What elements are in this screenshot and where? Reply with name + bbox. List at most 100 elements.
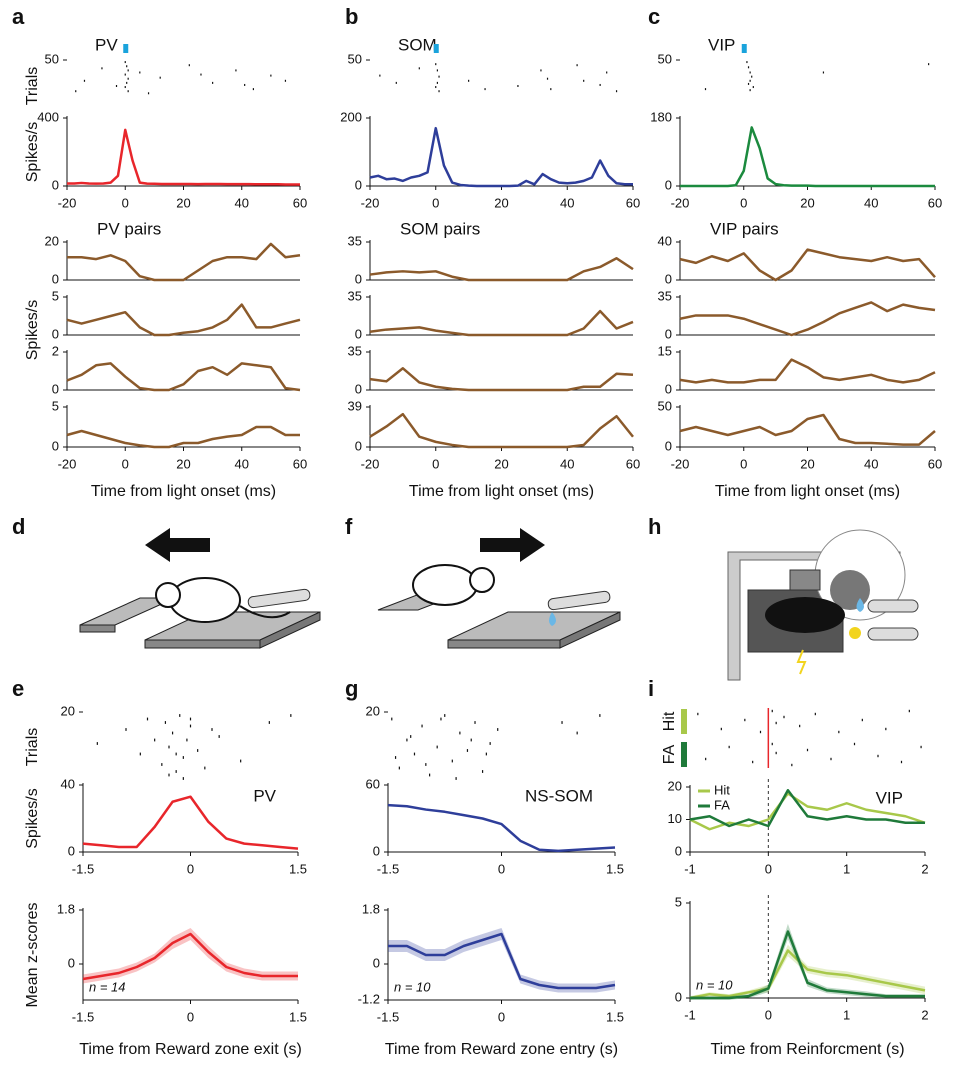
chart-title: VIP [876, 788, 903, 807]
line [67, 242, 301, 282]
x-tick-label: 60 [626, 195, 640, 210]
y-tick-label: 50 [348, 51, 362, 66]
y-tick-label: 20 [61, 703, 75, 718]
line [66, 303, 301, 337]
x-tick-label: 0 [740, 195, 747, 210]
panel-label: h [648, 514, 661, 539]
x-tick-label: 20 [800, 456, 814, 471]
line [369, 367, 634, 392]
chart-title: SOM pairs [400, 219, 480, 238]
chart: 0 35 SOM pairs [348, 219, 634, 286]
line [690, 930, 925, 1000]
x-tick-label: 1 [843, 861, 850, 876]
x-tick-label: 60 [626, 456, 640, 471]
y-axis-label: Spikes/s [24, 122, 41, 182]
error-band [83, 928, 298, 984]
chart: 20 Trials [24, 703, 292, 780]
chart: 0 35 [348, 343, 634, 396]
row-bar [681, 742, 687, 767]
y-tick-label: 35 [348, 288, 362, 303]
x-tick-label: -1.5 [72, 861, 94, 876]
x-tick-label: 20 [494, 195, 508, 210]
panel-label: i [648, 676, 654, 701]
chart: 0 400 -20 0 20 40 60 Spikes/s [24, 109, 307, 210]
y-tick-label: 0 [665, 271, 672, 286]
x-tick-label: 0 [432, 195, 439, 210]
y-tick-label: 0 [665, 177, 672, 192]
line [66, 362, 301, 392]
chart: 0 35 [658, 288, 936, 341]
x-tick-label: 1.5 [606, 861, 624, 876]
y-tick-label: 50 [658, 51, 672, 66]
y-tick-label: 0 [52, 438, 59, 453]
y-tick-label: 20 [366, 703, 380, 718]
panel-label: f [345, 514, 353, 539]
illustration-f [377, 528, 621, 649]
x-tick-label: 0 [432, 456, 439, 471]
line [388, 932, 616, 990]
line [369, 309, 634, 337]
line [387, 803, 616, 853]
line [369, 126, 633, 188]
x-tick-label: 0 [122, 456, 129, 471]
x-tick-label: 0 [187, 861, 194, 876]
chart: 0 15 [658, 343, 936, 396]
chart: 0 5 -20 0 20 40 60 Time from light onset (ms) [52, 398, 307, 500]
annotation: n = 10 [394, 979, 431, 994]
y-tick-label: 180 [650, 109, 672, 124]
line [369, 412, 634, 449]
x-tick-label: 40 [864, 456, 878, 471]
x-tick-label: -20 [58, 456, 77, 471]
x-tick-label: 0 [765, 861, 772, 876]
light-pulse [123, 44, 129, 53]
chart-title: PV pairs [97, 219, 161, 238]
chart-title: PV [95, 35, 118, 54]
x-tick-label: 0 [187, 1009, 194, 1024]
x-axis-label: Time from light onset (ms) [91, 483, 276, 500]
row-label: Hit [661, 711, 678, 731]
y-axis-label: Spikes/s [24, 300, 41, 360]
y-tick-label: 0 [68, 955, 75, 970]
x-tick-label: 0 [498, 861, 505, 876]
line [82, 932, 298, 981]
x-tick-label: 40 [560, 195, 574, 210]
x-tick-label: 0 [765, 1007, 772, 1022]
y-tick-label: -1.2 [358, 991, 380, 1006]
y-tick-label: 35 [348, 233, 362, 248]
x-tick-label: 1.5 [606, 1009, 624, 1024]
x-tick-label: -1 [684, 1007, 696, 1022]
y-axis-label: Mean z-scores [24, 903, 41, 1008]
chart: 0 50 -20 0 20 40 60 Time from light onset (ms) [658, 398, 943, 500]
chart: 0 35 [348, 288, 634, 341]
y-tick-label: 0 [52, 381, 59, 396]
panel-label: d [12, 514, 25, 539]
x-tick-label: 1.5 [289, 861, 307, 876]
line [679, 413, 936, 446]
panel-label: g [345, 676, 358, 701]
x-tick-label: 2 [921, 1007, 928, 1022]
x-tick-label: 0 [740, 456, 747, 471]
panel-label: c [648, 4, 660, 29]
x-tick-label: 1 [843, 1007, 850, 1022]
chart: 02 [52, 343, 301, 396]
x-tick-label: 20 [176, 195, 190, 210]
y-tick-label: 10 [668, 811, 682, 826]
y-tick-label: 20 [668, 778, 682, 793]
x-axis-label: Time from Reward zone entry (s) [385, 1041, 618, 1058]
x-tick-label: -20 [361, 195, 380, 210]
chart: 0 200 -20 0 20 40 60 [340, 109, 640, 210]
y-axis-label: Trials [24, 67, 41, 106]
x-tick-label: 40 [235, 456, 249, 471]
x-tick-label: 60 [928, 456, 942, 471]
illustration-h [727, 529, 919, 681]
error-band [388, 928, 615, 993]
y-tick-label: 0 [355, 326, 362, 341]
y-tick-label: 0 [675, 843, 682, 858]
chart: 0 40 VIP pairs [658, 219, 936, 286]
chart: 0 5 Spikes/s [24, 288, 301, 360]
x-axis-label: Time from light onset (ms) [409, 483, 594, 500]
panel-label: e [12, 676, 24, 701]
line [689, 949, 926, 1000]
